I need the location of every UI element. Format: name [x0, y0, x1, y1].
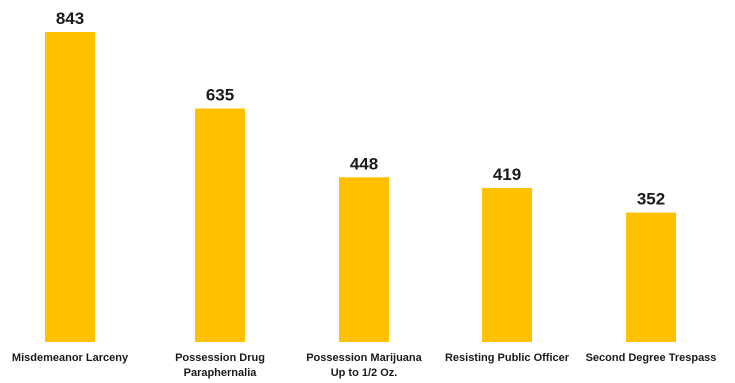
bar-misdemeanor-larceny — [45, 32, 95, 342]
bar-possession-marijuana-up-to-1-2-oz — [339, 177, 389, 342]
x-tick-label-resisting-public-officer: Resisting Public Officer — [445, 352, 570, 364]
x-tick-label-line: Possession Marijuana — [306, 352, 422, 364]
data-label-possession-marijuana-up-to-1-2-oz: 448 — [350, 154, 378, 173]
bars-layer — [45, 32, 676, 342]
bar-second-degree-trespass — [626, 212, 676, 342]
x-tick-label-line: Second Degree Trespass — [586, 352, 717, 364]
x-tick-label-misdemeanor-larceny: Misdemeanor Larceny — [12, 352, 129, 364]
category-labels-layer: Misdemeanor Larceny Possession Drug Paraph… — [12, 352, 717, 379]
data-label-second-degree-trespass: 352 — [637, 190, 665, 209]
x-tick-label-possession-drug-paraphernalia: Possession Drug Paraphernalia — [175, 352, 265, 379]
x-tick-label-possession-marijuana-up-to-1-2-oz: Possession Marijuana Up to 1/2 Oz. — [306, 352, 422, 379]
data-label-misdemeanor-larceny: 843 — [56, 9, 84, 28]
data-label-resisting-public-officer: 419 — [493, 165, 521, 184]
x-tick-label-line: Possession Drug — [175, 352, 265, 364]
data-label-possession-drug-paraphernalia: 635 — [206, 85, 234, 104]
x-tick-label-line: Paraphernalia — [184, 367, 258, 379]
x-tick-label-line: Up to 1/2 Oz. — [331, 367, 398, 379]
x-tick-label-line: Resisting Public Officer — [445, 352, 570, 364]
x-tick-label-line: Misdemeanor Larceny — [12, 352, 129, 364]
bar-possession-drug-paraphernalia — [195, 108, 245, 342]
bar-resisting-public-officer — [482, 187, 532, 342]
data-labels-layer: 843 635 448 419 352 — [56, 9, 665, 209]
x-tick-label-second-degree-trespass: Second Degree Trespass — [586, 352, 717, 364]
